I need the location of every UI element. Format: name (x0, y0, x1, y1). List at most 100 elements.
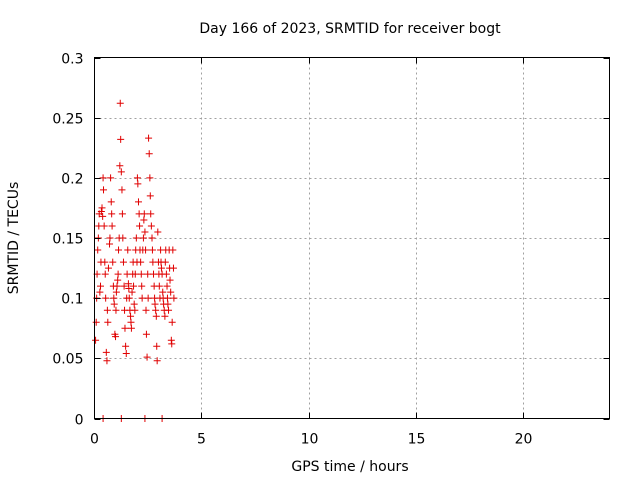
grid (94, 57, 610, 419)
data-point (103, 306, 111, 314)
data-point (96, 288, 104, 296)
data-point (97, 208, 105, 216)
data-point (122, 342, 130, 350)
data-point (141, 228, 149, 236)
data-point (130, 282, 138, 290)
y-tick-label: 0.05 (52, 352, 83, 368)
data-point (103, 357, 111, 365)
data-point (154, 228, 162, 236)
data-point (101, 270, 109, 278)
data-point (137, 270, 145, 278)
data-point (168, 318, 176, 326)
data-point (125, 294, 133, 302)
data-point (140, 210, 148, 218)
data-point (106, 240, 114, 248)
data-point (115, 246, 123, 254)
data-point (110, 294, 118, 302)
data-point (99, 174, 107, 182)
data-point (161, 258, 169, 266)
data-point (112, 333, 120, 341)
data-point (102, 294, 110, 302)
data-point (161, 312, 169, 320)
data-point (166, 276, 174, 284)
data-point (121, 324, 129, 332)
data-point (107, 174, 115, 182)
data-point (147, 210, 155, 218)
x-tick-label: 0 (90, 432, 99, 448)
data-point (92, 318, 100, 326)
data-point (145, 134, 153, 142)
data-point (127, 318, 135, 326)
data-point (125, 285, 133, 293)
data-point (109, 258, 117, 266)
data-point (120, 282, 128, 290)
data-point (99, 212, 107, 220)
data-point (163, 294, 171, 302)
data-point (114, 270, 122, 278)
data-point (152, 306, 160, 314)
x-tick-label: 10 (301, 432, 319, 448)
data-point (143, 353, 151, 361)
data-point (119, 234, 127, 242)
data-point (169, 246, 177, 254)
x-tick-label: 15 (408, 432, 426, 448)
data-point (132, 234, 140, 242)
data-point (169, 264, 177, 272)
data-point (117, 135, 125, 143)
data-point (148, 234, 156, 242)
data-point (102, 348, 110, 356)
data-point (117, 168, 125, 176)
data-point (108, 222, 116, 230)
data-point (152, 312, 160, 320)
axis-ticks (94, 57, 610, 420)
data-point (140, 216, 148, 224)
data-point (104, 264, 112, 272)
data-point (155, 282, 163, 290)
data-point (124, 246, 132, 254)
data-point (106, 234, 114, 242)
data-point (168, 340, 176, 348)
data-point (144, 294, 152, 302)
data-point (146, 174, 154, 182)
data-point (147, 222, 155, 230)
data-point (116, 162, 124, 170)
data-point (107, 198, 115, 206)
data-point (112, 306, 120, 314)
x-tick-label: 5 (197, 432, 206, 448)
data-point (104, 318, 112, 326)
data-point (163, 282, 171, 290)
data-point (100, 222, 108, 230)
data-point (128, 288, 136, 296)
data-point (108, 210, 116, 218)
data-point (127, 312, 135, 320)
data-point (159, 288, 167, 296)
data-point (113, 282, 121, 290)
data-point (101, 258, 109, 266)
y-axis-label: SRMTID / TECUs (6, 182, 22, 295)
data-point (100, 186, 108, 194)
data-point (112, 288, 120, 296)
data-points (92, 99, 178, 422)
data-point (134, 198, 142, 206)
x-tick-label: 20 (515, 432, 533, 448)
data-point (142, 246, 150, 254)
data-point (142, 306, 150, 314)
data-point (139, 234, 147, 242)
data-point (127, 324, 135, 332)
data-point (165, 306, 173, 314)
data-point (157, 264, 165, 272)
y-tick-label: 0 (75, 413, 84, 429)
data-point (142, 330, 150, 338)
y-tick-label: 0.2 (61, 172, 83, 188)
data-point (138, 294, 146, 302)
y-tick-label: 0.1 (61, 292, 83, 308)
data-point (151, 300, 159, 308)
data-point (118, 186, 126, 194)
data-point (138, 282, 146, 290)
data-point (153, 357, 161, 365)
plot-frame (94, 57, 610, 419)
data-point (94, 246, 102, 254)
data-point (119, 258, 127, 266)
data-point (136, 222, 144, 230)
